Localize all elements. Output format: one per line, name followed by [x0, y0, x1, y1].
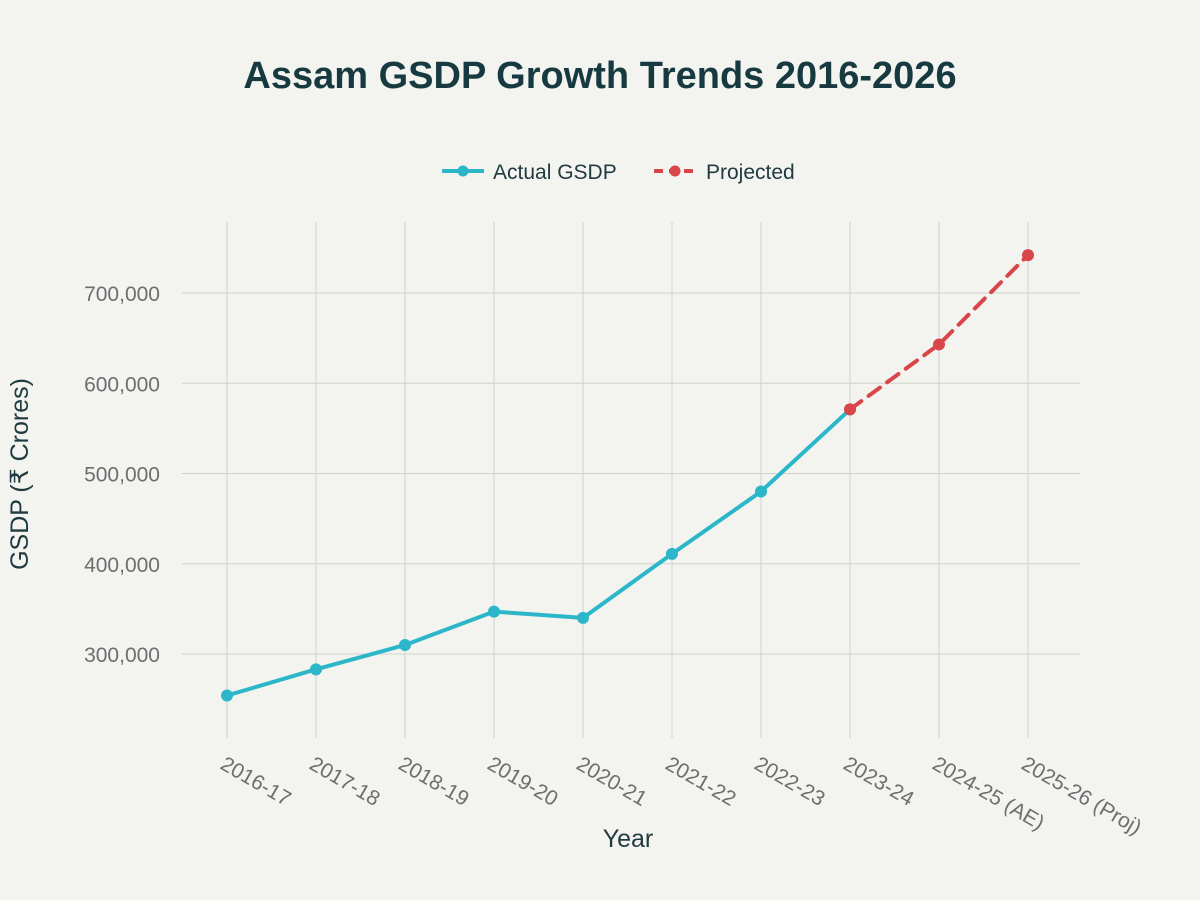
data-point-actual-gsdp[interactable] — [310, 663, 322, 676]
x-tick-label: 2021-22 — [662, 752, 740, 810]
x-tick-label: 2023-24 — [840, 752, 919, 811]
x-tick-label: 2018-19 — [395, 752, 473, 810]
x-axis-ticks: 2016-17 2017-18 2018-19 2019-20 2020-21 2021-… — [217, 752, 1146, 839]
y-axis-title: GSDP (₹ Crores) — [6, 378, 34, 570]
data-point-actual-gsdp[interactable] — [577, 611, 589, 624]
data-point-actual-gsdp[interactable] — [666, 547, 678, 560]
y-tick-label: 300,000 — [84, 644, 160, 667]
series-line-actual-gsdp — [225, 407, 852, 698]
legend-item-actual[interactable]: Actual GSDP — [442, 161, 617, 184]
y-tick-label: 600,000 — [84, 373, 160, 396]
y-tick-label: 500,000 — [84, 464, 160, 487]
y-tick-label: 700,000 — [84, 283, 160, 306]
x-tick-label: 2017-18 — [306, 752, 384, 810]
data-point-projected[interactable] — [1022, 249, 1034, 262]
x-tick-label: 2022-23 — [751, 752, 829, 810]
x-tick-label: 2020-21 — [573, 752, 651, 810]
legend: Actual GSDP Projected — [442, 161, 795, 184]
data-point-projected[interactable] — [844, 403, 856, 416]
data-point-actual-gsdp[interactable] — [399, 638, 411, 651]
y-axis-ticks: 300,000 400,000 500,000 600,000 700,000 — [84, 283, 160, 667]
x-tick-label: 2016-17 — [217, 752, 295, 810]
legend-label-actual: Actual GSDP — [493, 161, 617, 184]
x-tick-label: 2019-20 — [484, 752, 562, 810]
legend-marker-actual — [457, 165, 469, 177]
y-tick-label: 400,000 — [84, 554, 160, 577]
series — [221, 249, 1034, 702]
gridlines — [182, 222, 1080, 738]
data-point-actual-gsdp[interactable] — [221, 689, 233, 702]
x-axis-title: Year — [603, 825, 654, 853]
legend-marker-projected — [669, 165, 681, 177]
legend-item-projected[interactable]: Projected — [654, 161, 795, 184]
series-line-projected — [848, 253, 1030, 412]
data-point-projected[interactable] — [933, 338, 945, 351]
data-point-actual-gsdp[interactable] — [488, 605, 500, 618]
legend-label-projected: Projected — [706, 161, 795, 184]
chart-title: Assam GSDP Growth Trends 2016-2026 — [243, 55, 956, 97]
data-point-actual-gsdp[interactable] — [755, 485, 767, 498]
